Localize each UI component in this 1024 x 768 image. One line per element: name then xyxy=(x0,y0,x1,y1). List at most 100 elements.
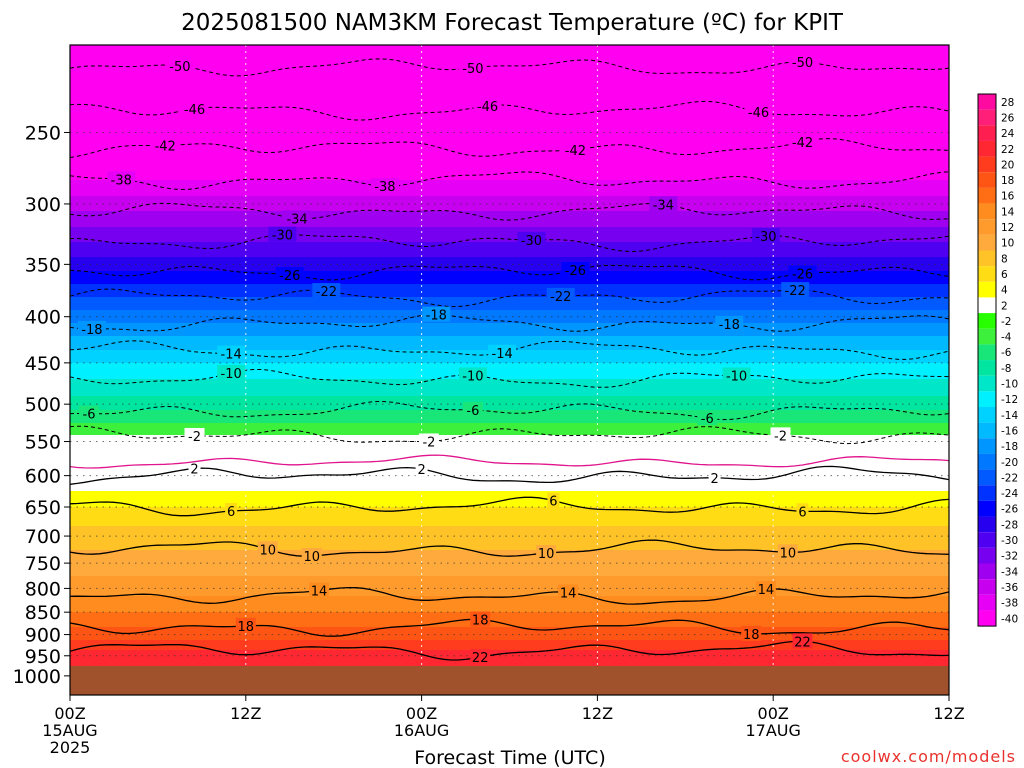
legend-swatch xyxy=(978,532,996,548)
pressure-tick-label: 250 xyxy=(25,122,61,144)
contour-label: -10 xyxy=(726,370,747,385)
contour-label: 2 xyxy=(417,463,425,478)
contour-label: 6 xyxy=(227,505,235,520)
color-legend: 28 26 24 22 20 18 16 14 12 10 8 6 4 2 -2 -4 -6 -8 -10 -12 -1… xyxy=(977,93,1018,627)
time-tick-label: 12Z xyxy=(933,704,964,723)
pressure-tick-label: 550 xyxy=(25,432,61,454)
date-tick-label: 16AUG xyxy=(394,721,449,740)
legend-swatch xyxy=(978,250,996,267)
legend-swatch xyxy=(978,579,996,595)
contour-label-bg xyxy=(217,345,246,361)
legend-label: -30 xyxy=(1001,535,1018,547)
legend-swatch xyxy=(978,391,996,407)
year-tick-label: 2025 xyxy=(50,738,91,757)
legend-swatch xyxy=(978,547,996,564)
contour-label: -46 xyxy=(748,106,769,121)
temperature-fill xyxy=(70,45,949,667)
legend-swatch xyxy=(978,203,996,220)
plot-frame xyxy=(69,44,950,696)
credit-link[interactable]: coolwx.com/models xyxy=(841,747,1016,766)
legend-swatch xyxy=(978,500,996,517)
contour-label: -50 xyxy=(792,56,813,71)
legend-label: 20 xyxy=(1001,159,1014,171)
contour-label-bg xyxy=(462,401,483,417)
time-tick-label: 00Z xyxy=(54,704,85,723)
contour-line xyxy=(70,465,949,485)
contour-label: -14 xyxy=(492,347,513,362)
contour-label: 18 xyxy=(238,620,255,635)
contour-label: -38 xyxy=(111,173,132,188)
legend-swatch xyxy=(978,313,996,329)
contour-label-bg xyxy=(770,427,791,443)
contour-label: -46 xyxy=(184,103,205,118)
legend-label: -4 xyxy=(1001,332,1012,344)
contour-label-bg xyxy=(751,228,780,244)
contour-label-bg xyxy=(781,282,810,298)
contour-label: 10 xyxy=(780,546,797,561)
pressure-tick-label: 700 xyxy=(25,526,61,548)
contour-label-bg xyxy=(470,649,491,665)
contour-label-bg xyxy=(370,178,399,194)
contour-label: 6 xyxy=(798,505,806,520)
contour-label: 10 xyxy=(303,550,320,565)
date-tick-label: 15AUG xyxy=(42,721,97,740)
contour-label: 18 xyxy=(472,614,489,629)
legend-label: -16 xyxy=(1001,425,1018,437)
legend-swatch xyxy=(978,407,996,423)
legend-swatch xyxy=(978,516,996,533)
temperature-contours: -50 -50 -50 -46 -46 -46 -42 -42 -42 -38 -38 -34 -34 -… xyxy=(70,53,949,666)
contour-label: 6 xyxy=(549,495,557,510)
contour-label: -6 xyxy=(466,404,479,419)
legend-swatch xyxy=(978,453,996,470)
legend-swatch xyxy=(978,328,996,345)
time-tick-label: 12Z xyxy=(582,704,613,723)
contour-label-bg xyxy=(517,232,546,248)
contour-label-bg xyxy=(77,320,106,336)
contour-label: -26 xyxy=(565,264,586,279)
contour-label-bg xyxy=(257,541,278,557)
contour-label: 2 xyxy=(190,462,198,477)
legend-label: 22 xyxy=(1001,144,1014,156)
contour-label-bg xyxy=(225,503,238,519)
contour-label-bg xyxy=(788,53,817,69)
legend-label: -18 xyxy=(1001,441,1018,453)
legend-swatch xyxy=(978,109,996,126)
legend-swatch xyxy=(978,360,996,376)
chart-grid xyxy=(70,45,949,695)
contour-label: -34 xyxy=(653,198,674,213)
contour-label: 10 xyxy=(260,543,277,558)
contour-label: -42 xyxy=(565,144,586,159)
chart-title: 2025081500 NAM3KM Forecast Temperature (… xyxy=(181,10,844,36)
contour-label: -38 xyxy=(374,180,395,195)
contour-label: -34 xyxy=(286,212,307,227)
legend-swatch xyxy=(978,422,996,439)
legend-label: 26 xyxy=(1001,112,1015,124)
contour-line xyxy=(70,314,949,332)
pressure-tick-label: 650 xyxy=(25,497,61,519)
contour-line xyxy=(70,400,949,421)
contour-label-bg xyxy=(458,367,487,383)
below-ground-area xyxy=(70,665,949,695)
pressure-tick-label: 450 xyxy=(25,353,61,375)
contour-label-bg xyxy=(744,104,773,120)
contour-line xyxy=(70,234,949,253)
contour-line xyxy=(70,171,949,191)
contour-label-bg xyxy=(547,492,560,508)
contour-line xyxy=(70,264,949,281)
contour-label-bg xyxy=(283,210,312,226)
legend-label: -22 xyxy=(1001,472,1018,484)
contour-label-bg xyxy=(151,137,180,153)
contour-label-bg xyxy=(470,611,491,627)
contour-label-bg xyxy=(309,582,330,598)
contour-label-bg xyxy=(708,469,721,485)
contour-label-bg xyxy=(561,261,590,277)
legend-swatch xyxy=(978,156,996,173)
legend-label: -26 xyxy=(1001,504,1018,516)
contour-label-bg xyxy=(107,171,136,187)
legend-label: 10 xyxy=(1001,238,1014,250)
contour-label-bg xyxy=(755,581,776,597)
contour-label: -18 xyxy=(426,309,447,324)
legend-swatch xyxy=(978,140,996,157)
